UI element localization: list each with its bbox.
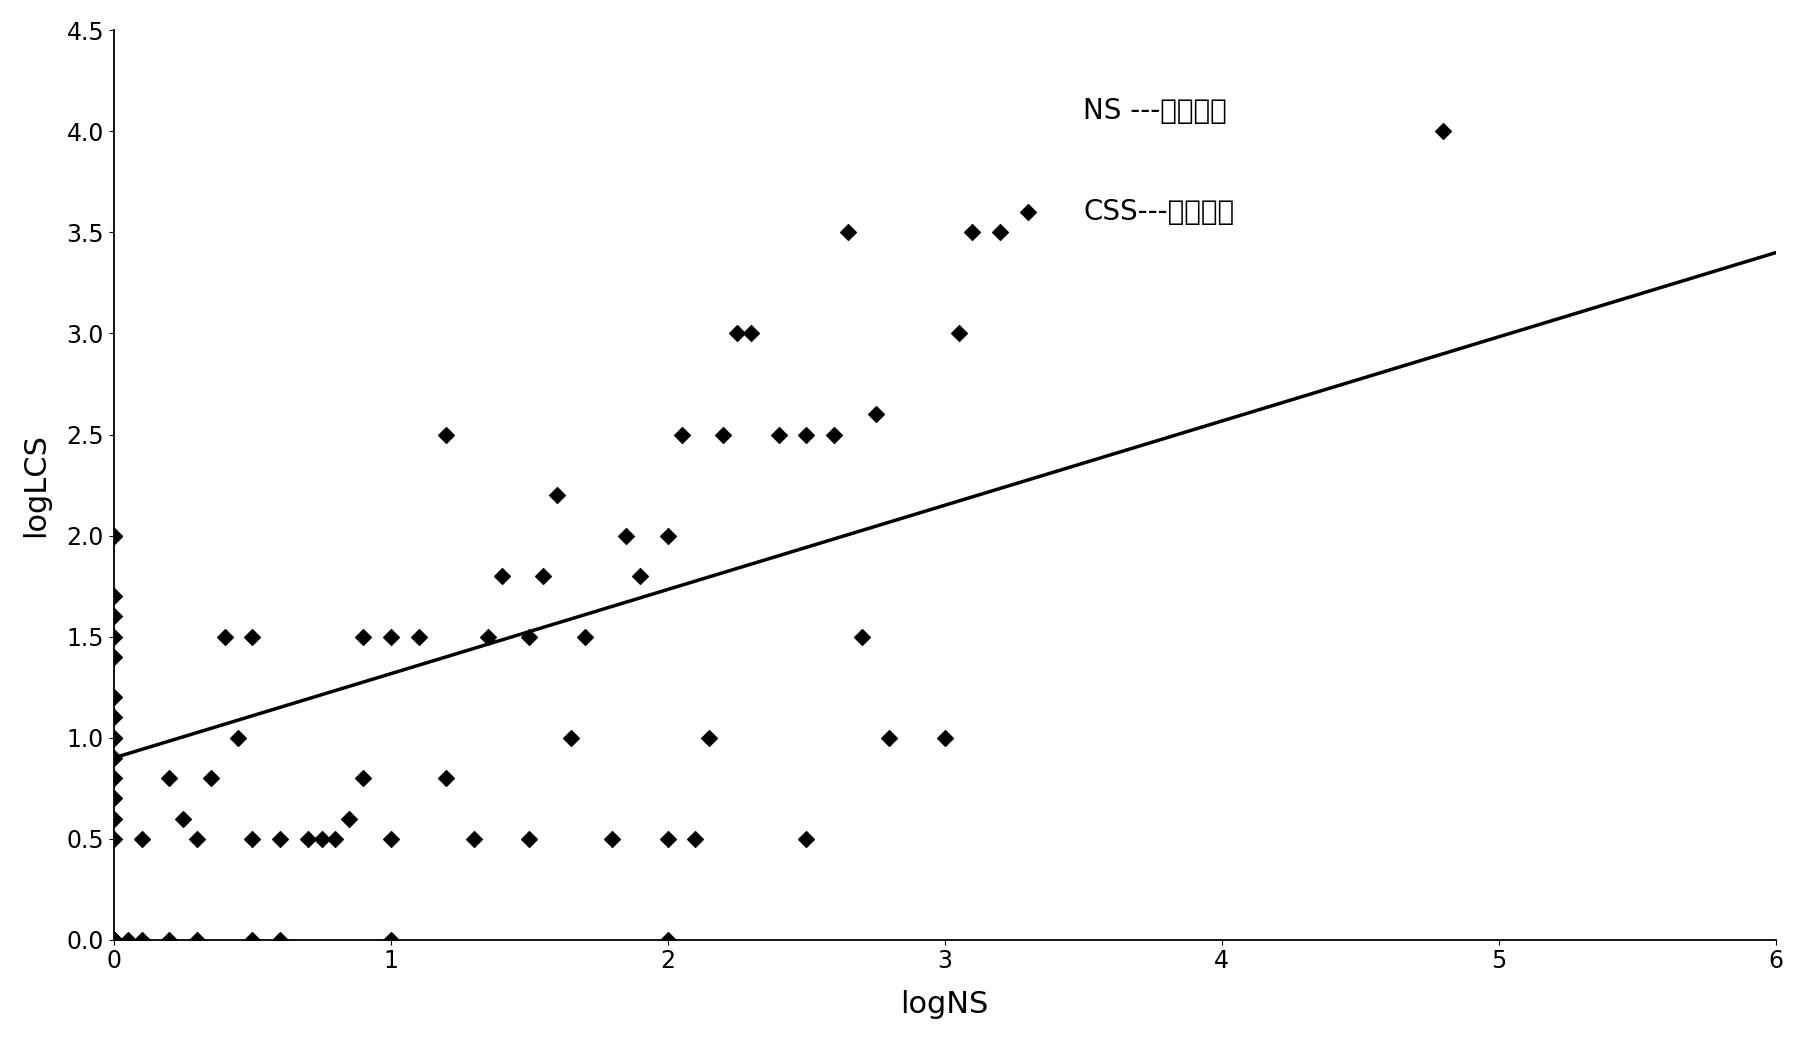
Point (99, 932, 128, 948)
Point (1429, 123, 1458, 139)
Point (238, 932, 267, 948)
Point (570, 628, 599, 645)
Point (99, 932, 128, 948)
Point (155, 932, 184, 948)
Point (182, 932, 211, 948)
Point (556, 729, 584, 746)
Point (943, 326, 972, 342)
Point (833, 224, 862, 240)
Point (404, 628, 433, 645)
Point (99, 790, 128, 807)
Point (431, 426, 460, 443)
Point (168, 810, 197, 827)
Point (377, 830, 406, 847)
Point (99, 527, 128, 544)
Point (99, 932, 128, 948)
Point (99, 932, 128, 948)
Point (336, 810, 364, 827)
Point (765, 426, 794, 443)
Point (99, 770, 128, 786)
Point (265, 932, 294, 948)
Point (695, 729, 723, 746)
Point (99, 608, 128, 625)
Point (473, 628, 502, 645)
Point (792, 426, 821, 443)
Point (653, 932, 682, 948)
Point (514, 628, 543, 645)
Text: NS ---正常血清: NS ---正常血清 (1082, 97, 1227, 125)
Point (238, 628, 267, 645)
Point (99, 932, 128, 948)
Point (875, 729, 904, 746)
Point (99, 932, 128, 948)
Point (848, 628, 877, 645)
Point (612, 527, 640, 544)
Point (958, 224, 987, 240)
Point (238, 830, 267, 847)
Point (1014, 204, 1043, 220)
Point (431, 770, 460, 786)
Point (348, 770, 377, 786)
Point (99, 932, 128, 948)
Point (321, 830, 350, 847)
Point (265, 830, 294, 847)
Point (653, 830, 682, 847)
Point (723, 326, 752, 342)
Point (653, 527, 682, 544)
Point (182, 830, 211, 847)
Point (682, 830, 711, 847)
Point (99, 932, 128, 948)
Point (667, 426, 696, 443)
Point (99, 527, 128, 544)
Point (99, 750, 128, 766)
Point (597, 830, 626, 847)
Point (114, 932, 143, 948)
Point (99, 688, 128, 705)
Text: CSS---肺癌血清: CSS---肺癌血清 (1082, 199, 1234, 227)
Point (377, 628, 406, 645)
Point (294, 830, 323, 847)
Point (99, 830, 128, 847)
Point (99, 729, 128, 746)
Point (99, 932, 128, 948)
Point (792, 830, 821, 847)
Point (99, 709, 128, 726)
Point (931, 729, 960, 746)
Point (197, 770, 226, 786)
Point (543, 487, 572, 503)
Point (211, 628, 240, 645)
Point (626, 568, 655, 584)
Point (709, 426, 738, 443)
Point (99, 932, 128, 948)
X-axis label: logNS: logNS (900, 990, 989, 1019)
Point (99, 932, 128, 948)
Point (126, 932, 155, 948)
Point (99, 588, 128, 604)
Point (514, 830, 543, 847)
Point (529, 568, 557, 584)
Point (487, 568, 516, 584)
Point (861, 406, 889, 422)
Point (819, 426, 848, 443)
Point (99, 810, 128, 827)
Point (348, 628, 377, 645)
Point (99, 649, 128, 666)
Point (985, 224, 1014, 240)
Point (99, 932, 128, 948)
Point (736, 326, 765, 342)
Point (155, 770, 184, 786)
Point (377, 932, 406, 948)
Point (99, 729, 128, 746)
Point (460, 830, 489, 847)
Point (224, 729, 253, 746)
Point (99, 628, 128, 645)
Point (99, 932, 128, 948)
Point (307, 830, 336, 847)
Y-axis label: logLCS: logLCS (22, 433, 51, 537)
Point (126, 830, 155, 847)
